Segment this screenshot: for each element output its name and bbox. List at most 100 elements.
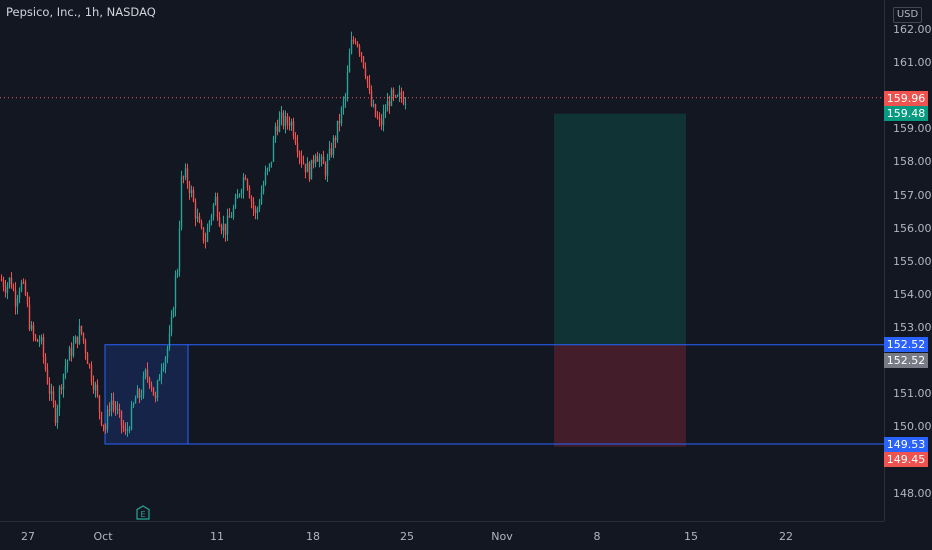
candle-body [340,108,343,124]
candle-body [184,168,187,178]
candle-body [230,217,233,219]
candle-body [116,409,119,411]
candle-body [302,162,305,164]
candle-body [106,409,109,430]
candle-body [194,201,197,219]
entry-price-label: 152.52 [884,353,928,368]
candle-body [404,103,407,105]
candle-body [136,389,139,399]
candle-body [254,208,257,214]
candle-body [312,159,315,164]
candle-body [368,82,371,91]
candle-body [342,100,345,109]
candle-body [72,343,75,356]
earnings-marker-icon[interactable]: E [136,505,150,520]
candle-body [210,215,213,222]
candle-body [372,104,375,106]
candle-body [4,287,7,293]
candle-body [198,216,201,223]
candle-body [288,123,291,126]
candle-body [110,400,113,411]
candle-body [182,176,185,178]
candle-body [34,335,37,340]
candle-body [70,348,73,356]
candle-body [250,197,253,202]
candle-body [60,387,63,390]
candle-body [294,136,297,144]
candle-body [258,204,261,209]
candle-body [88,364,91,366]
candle-body [268,163,271,169]
candle-body [232,207,235,218]
candle-body [80,325,83,333]
candle-body [212,204,215,216]
candle-body [392,89,395,96]
candle-body [366,76,369,83]
candle-body [226,215,229,235]
candle-body [46,369,49,384]
candle-body [350,39,353,54]
candle-body [360,52,363,57]
candle-body [8,277,11,285]
chart-title[interactable]: Pepsico, Inc., 1h, NASDAQ [6,5,156,19]
candle-body [140,395,143,398]
candle-body [200,222,203,228]
candle-body [84,340,87,354]
candle-body [168,333,171,348]
candle-body [12,287,15,290]
candle-body [382,112,385,126]
candle-body [262,184,265,193]
loss-area [554,344,686,447]
candle-body [78,325,81,344]
candle-body [196,216,199,219]
candle-body [316,155,319,162]
candle-body [266,168,269,172]
currency-button[interactable]: USD [893,7,922,23]
candle-body [170,316,173,334]
candle-body [242,177,245,191]
candle-body [104,426,107,430]
candle-body [332,137,335,155]
candle-body [118,409,121,411]
candle-body [356,42,359,47]
candle-body [102,424,105,427]
candle-body [114,405,117,410]
candle-body [158,377,161,381]
candle-body [0,279,3,281]
candle-body [384,111,387,113]
candle-body [138,389,141,398]
candle-body [56,407,59,424]
candle-body [94,384,97,391]
candle-body [26,294,29,305]
candle-body [274,126,277,139]
candle-body [166,347,169,358]
candle-body [18,290,21,299]
candle-body [82,332,85,341]
candle-body [154,395,157,398]
candle-body [380,119,383,126]
candle-body [310,159,313,180]
candle-body [14,289,17,307]
candle-body [148,377,151,385]
candle-body [146,369,149,378]
candle-body [24,282,27,295]
candle-body [54,403,57,424]
candle-body [132,403,135,407]
candle-body [204,240,207,242]
y-tick-label: 154.00 [893,288,932,301]
candle-body [300,156,303,163]
candle-body [308,162,311,180]
demand-zone-box [104,344,189,445]
candle-body [334,137,337,141]
candle-body [224,223,227,235]
candle-body [248,187,251,198]
candle-body [186,168,189,185]
candle-body [202,227,205,241]
candle-body [128,429,131,431]
candle-body [402,97,405,104]
candle-body [376,116,379,119]
candle-body [220,226,223,231]
candle-body [96,384,99,396]
